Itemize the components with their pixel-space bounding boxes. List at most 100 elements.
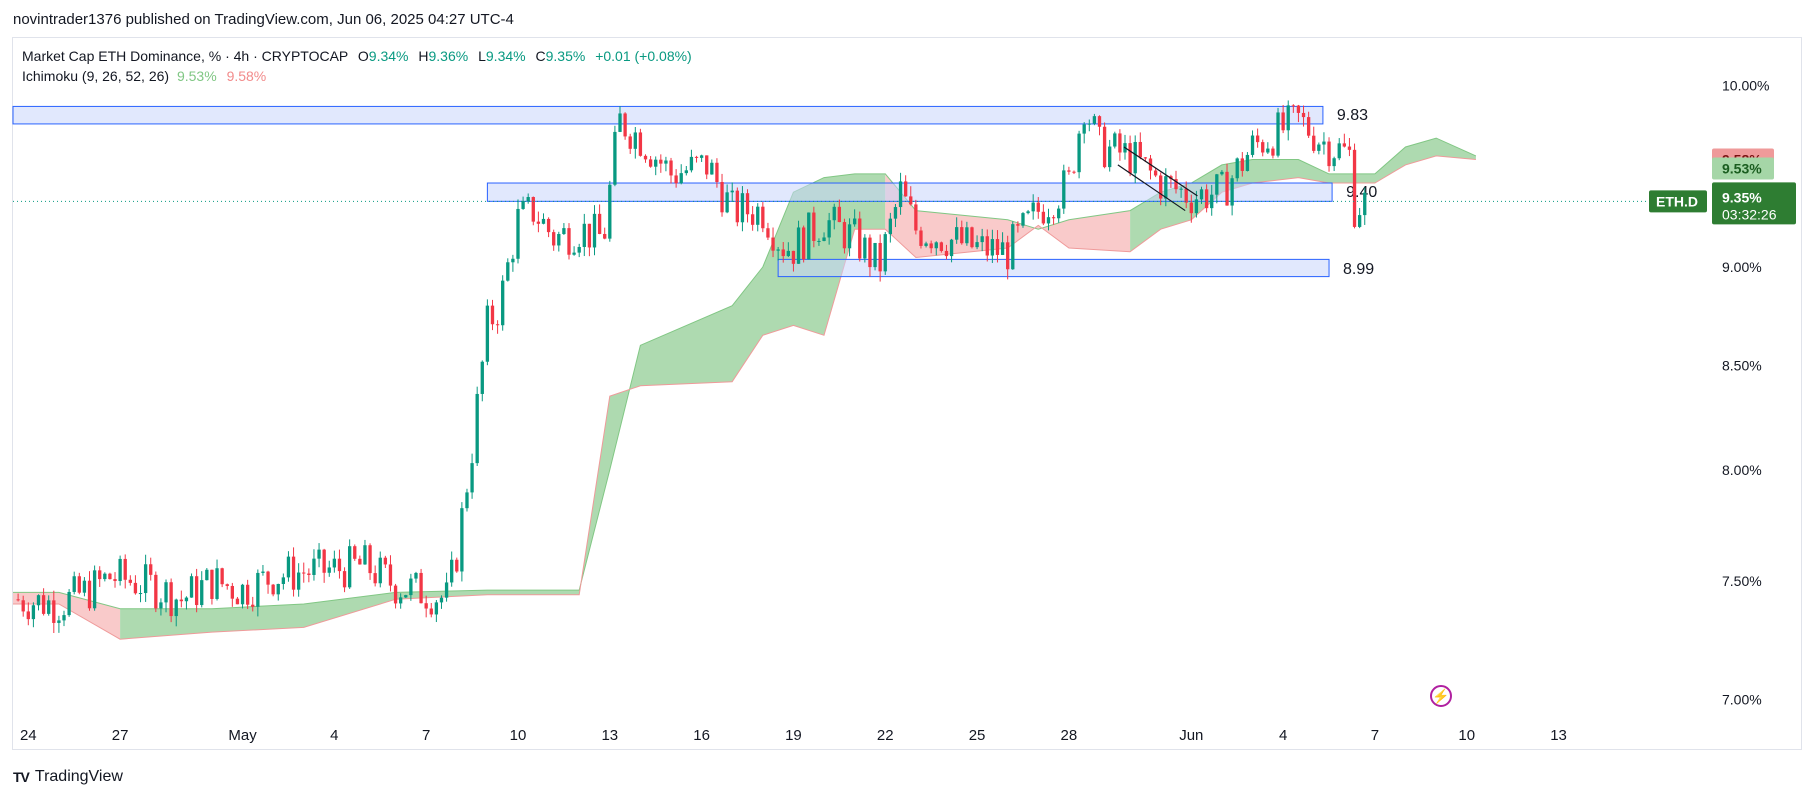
candle-body [143,564,148,594]
x-axis-tick-label: 13 [601,727,618,744]
candle-body [1138,141,1142,158]
candle-body [296,572,301,590]
chart-legend: Market Cap ETH Dominance, % · 4h · CRYPT… [22,46,692,86]
candle-body [1102,126,1107,168]
candle-body [929,243,933,249]
candle-body [771,237,775,251]
x-axis-tick-label: 4 [330,727,338,744]
candle-body [1031,202,1035,212]
candle-body [827,220,831,238]
candle-body [470,463,474,493]
candle-body [194,576,199,606]
publisher-attribution: novintrader1376 published on TradingView… [13,11,514,28]
candle-body [980,236,984,243]
candle-body [582,223,586,247]
x-axis-tick-label: Jun [1179,727,1203,744]
candle-body [21,600,25,612]
candle-body [521,201,525,209]
candle-body [730,190,734,193]
tradingview-logo-icon: TV [13,769,30,785]
candle-body [128,579,132,583]
candle-body [220,568,224,585]
candle-body [888,218,893,235]
close-value: 9.35% [545,48,586,64]
candle-body [251,604,255,607]
candle-body [164,582,168,603]
candle-body [1250,135,1255,155]
candle-body [113,579,117,582]
candle-body [1235,158,1239,179]
candle-body [914,204,918,231]
candle-body [495,324,500,326]
candle-body [1337,143,1341,159]
candle-body [1332,158,1336,167]
candle-body [393,585,398,604]
candle-body [465,492,469,509]
candle-body [955,227,959,240]
candle-body [1210,194,1214,209]
candle-body [179,599,183,602]
candle-body [1011,224,1015,270]
candle-body [1245,154,1250,171]
zone-level-label: 9.83 [1337,107,1368,124]
candle-body [567,228,571,255]
candle-body [572,252,576,255]
candle-body [745,193,750,215]
candle-body [281,577,286,584]
candle-body [781,249,785,257]
ichimoku-cloud-bear [885,173,1131,258]
candle-body [1082,124,1086,134]
candle-body [1301,112,1306,118]
candle-body [1363,192,1367,216]
symbol-tag: ETH.D [1656,193,1698,209]
open-label: O [357,48,369,64]
support-resistance-zone [777,258,1330,278]
candle-body [837,206,842,223]
candle-body [1194,199,1199,214]
candle-body [450,559,454,583]
candle-body [475,393,479,464]
candle-body [261,571,265,573]
x-axis-tick-label: 19 [785,727,802,744]
candle-body [159,602,163,609]
candle-body [720,182,724,213]
candle-body [149,564,153,575]
candle-body [1199,189,1204,200]
candle-body [1322,141,1326,145]
candle-body [761,206,765,229]
candle-body [1077,133,1081,173]
candle-body [332,558,337,568]
candle-body [154,574,158,609]
candle-body [189,576,194,598]
y-axis-tick-label: 9.00% [1722,259,1762,275]
symbol-legend-row[interactable]: Market Cap ETH Dominance, % · 4h · CRYPT… [22,46,692,66]
ichimoku-span-b-price-tag-bg [1712,157,1774,180]
candle-body [552,232,556,246]
x-axis-tick-label: 10 [1458,727,1475,744]
lightning-bolt-icon[interactable]: ⚡ [1430,685,1452,707]
candle-body [623,113,627,137]
candle-body [1143,157,1148,159]
candle-body [1113,133,1117,147]
candle-body [1261,142,1265,153]
candle-body [439,597,444,603]
candle-body [965,227,969,244]
candle-body [1291,105,1295,107]
candle-body [327,567,331,573]
indicator-span-b-value: 9.58% [226,68,267,84]
candle-body [1041,211,1046,224]
candle-body [1189,202,1193,214]
candle-body [57,620,61,623]
candle-body [36,595,41,606]
candle-body [531,197,535,222]
candle-body [1255,135,1260,143]
x-axis-tick-label: 22 [877,727,894,744]
high-value: 9.36% [428,48,469,64]
candle-body [1296,105,1301,113]
candle-body [592,213,597,248]
candle-body [990,239,995,256]
indicator-legend-row[interactable]: Ichimoku (9, 26, 52, 26) 9.53% 9.58% [22,66,692,86]
candle-body [480,361,484,394]
candle-body [557,234,561,246]
